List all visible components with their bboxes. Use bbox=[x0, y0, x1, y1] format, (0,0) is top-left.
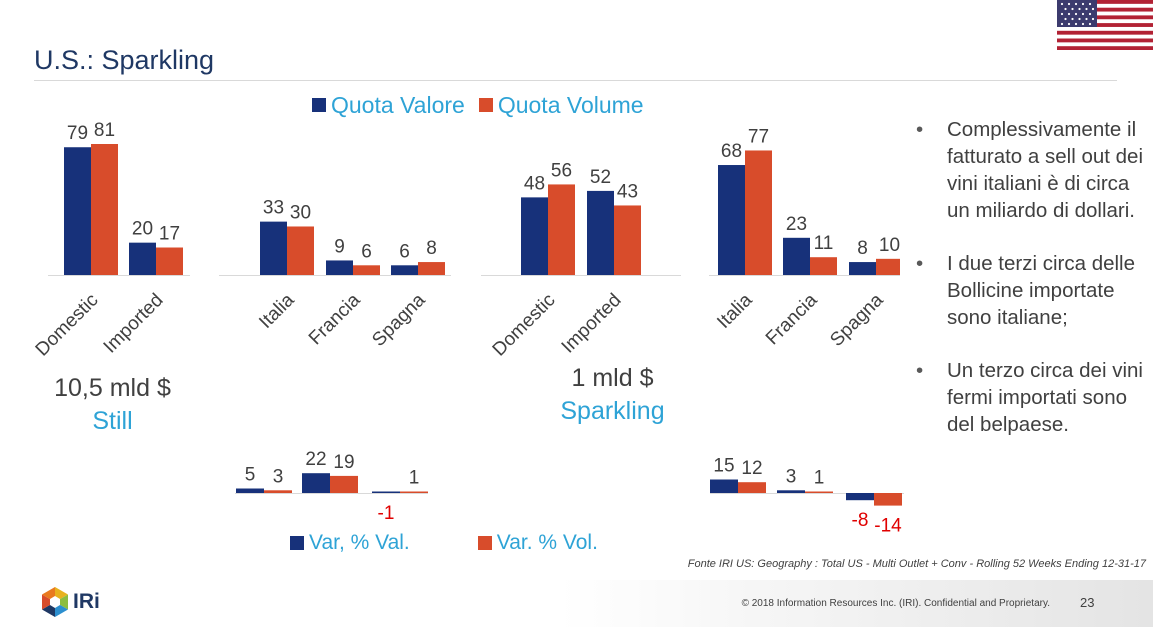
data-label-volume-5: 56 bbox=[551, 160, 572, 181]
bar-volume-4 bbox=[418, 262, 445, 275]
copyright-text: © 2018 Information Resources Inc. (IRI).… bbox=[741, 598, 1050, 609]
variation-label-vol-4: 1 bbox=[814, 468, 825, 489]
still-label: Still bbox=[92, 407, 133, 435]
bar-volume-0 bbox=[91, 144, 118, 275]
variation-label-vol-5: -14 bbox=[874, 516, 902, 537]
bar-valore-3 bbox=[326, 260, 353, 275]
variation-bar-vol-0 bbox=[264, 490, 292, 493]
variation-bar-val-2 bbox=[372, 491, 400, 493]
bar-volume-9 bbox=[876, 258, 900, 275]
data-label-volume-3: 6 bbox=[361, 241, 372, 262]
commentary-item: Un terzo circa dei vini fermi importati … bbox=[914, 357, 1146, 438]
data-label-valore-1: 20 bbox=[132, 219, 153, 240]
iri-logo-text: IRi bbox=[73, 590, 100, 613]
legend-swatch-volume bbox=[478, 98, 493, 112]
variation-bar-val-0 bbox=[236, 488, 264, 493]
variation-label-val-4: 3 bbox=[786, 466, 797, 487]
bar-volume-8 bbox=[810, 257, 837, 275]
still-total: 10,5 mld $ bbox=[54, 374, 171, 402]
bar-volume-5 bbox=[548, 184, 575, 275]
variation-label-vol-1: 19 bbox=[333, 452, 354, 473]
legend-item-valore: Quota Valore bbox=[312, 92, 465, 119]
variation-bar-val-1 bbox=[302, 473, 330, 493]
iri-logo: IRi bbox=[40, 586, 100, 618]
bar-volume-3 bbox=[353, 265, 380, 275]
bar-volume-1 bbox=[156, 247, 183, 275]
legend-variation: Var, % Val. Var. % Vol. bbox=[290, 530, 598, 556]
bar-valore-9 bbox=[849, 262, 876, 275]
variation-label-val-5: -8 bbox=[852, 510, 869, 531]
variation-label-vol-0: 3 bbox=[273, 466, 284, 487]
variation-label-val-1: 22 bbox=[305, 449, 326, 470]
data-label-valore-2: 33 bbox=[263, 198, 284, 219]
data-label-volume-8: 11 bbox=[814, 233, 834, 254]
legend-item-volume: Quota Volume bbox=[478, 91, 644, 119]
variation-bar-val-5 bbox=[846, 493, 874, 501]
bar-valore-4 bbox=[391, 265, 418, 275]
data-label-volume-6: 43 bbox=[617, 181, 638, 202]
legend-label-valore: Quota Valore bbox=[331, 91, 465, 118]
bar-valore-1 bbox=[129, 242, 156, 275]
legend-swatch-var-vol bbox=[477, 536, 492, 550]
variation-label-val-0: 5 bbox=[245, 465, 256, 486]
variation-bar-val-3 bbox=[710, 479, 738, 493]
variation-bar-vol-5 bbox=[874, 493, 902, 506]
sparkling-label: Sparkling bbox=[560, 397, 665, 425]
data-label-volume-1: 17 bbox=[159, 224, 180, 245]
page-title: U.S.: Sparkling bbox=[34, 45, 215, 75]
variation-bar-vol-1 bbox=[330, 475, 358, 493]
title-divider bbox=[34, 80, 1117, 81]
variation-label-vol-2: 1 bbox=[409, 468, 420, 489]
legend-swatch-var-val bbox=[290, 536, 304, 550]
data-label-valore-3: 9 bbox=[334, 236, 345, 257]
sparkling-total: 1 mld $ bbox=[571, 364, 654, 392]
variation-bar-val-4 bbox=[777, 490, 805, 493]
bar-valore-7 bbox=[718, 165, 745, 275]
legend-label-var-vol: Var. % Vol. bbox=[496, 531, 598, 554]
us-flag-icon bbox=[1057, 0, 1153, 50]
legend-share: Quota Valore Quota Volume bbox=[312, 92, 644, 118]
legend-item-var-val: Var, % Val. bbox=[290, 531, 410, 555]
legend-label-var-val: Var, % Val. bbox=[309, 531, 410, 554]
legend-swatch-valore bbox=[312, 98, 326, 112]
bar-valore-0 bbox=[64, 147, 91, 275]
iri-hexagon-icon bbox=[42, 587, 68, 617]
page-number: 23 bbox=[1080, 595, 1095, 610]
data-label-valore-9: 8 bbox=[857, 238, 868, 259]
variation-bar-vol-3 bbox=[738, 482, 766, 493]
commentary-list: Complessivamente il fatturato a sell out… bbox=[914, 116, 1146, 464]
data-label-valore-5: 48 bbox=[524, 173, 545, 194]
source-note: Fonte IRI US: Geography : Total US - Mul… bbox=[687, 558, 1146, 570]
bar-volume-2 bbox=[287, 226, 314, 275]
variation-label-vol-3: 12 bbox=[741, 458, 762, 479]
legend-item-var-vol: Var. % Vol. bbox=[477, 531, 598, 555]
bar-valore-6 bbox=[587, 190, 614, 275]
variation-bar-vol-4 bbox=[805, 491, 833, 493]
data-label-volume-4: 8 bbox=[426, 238, 437, 259]
bar-volume-6 bbox=[614, 205, 641, 275]
bar-valore-5 bbox=[521, 197, 548, 275]
bar-volume-7 bbox=[745, 150, 772, 275]
variation-bar-vol-2 bbox=[400, 491, 428, 493]
data-label-volume-0: 81 bbox=[94, 120, 115, 141]
variation-label-val-3: 15 bbox=[713, 456, 734, 477]
data-label-volume-9: 10 bbox=[879, 235, 900, 256]
data-label-valore-8: 23 bbox=[786, 214, 807, 235]
data-label-valore-0: 79 bbox=[67, 123, 88, 144]
bar-valore-8 bbox=[783, 237, 810, 275]
bar-valore-2 bbox=[260, 221, 287, 275]
data-label-valore-7: 68 bbox=[721, 141, 742, 162]
data-label-volume-7: 77 bbox=[748, 126, 769, 147]
footer-band bbox=[560, 580, 1153, 627]
variation-label-val-2: -1 bbox=[378, 503, 395, 524]
data-label-valore-6: 52 bbox=[590, 167, 611, 188]
data-label-volume-2: 30 bbox=[290, 202, 311, 223]
commentary-item: Complessivamente il fatturato a sell out… bbox=[914, 116, 1146, 224]
commentary-item: I due terzi circa delle Bollicine import… bbox=[914, 250, 1146, 331]
data-label-valore-4: 6 bbox=[399, 241, 410, 262]
legend-label-volume: Quota Volume bbox=[497, 91, 644, 118]
